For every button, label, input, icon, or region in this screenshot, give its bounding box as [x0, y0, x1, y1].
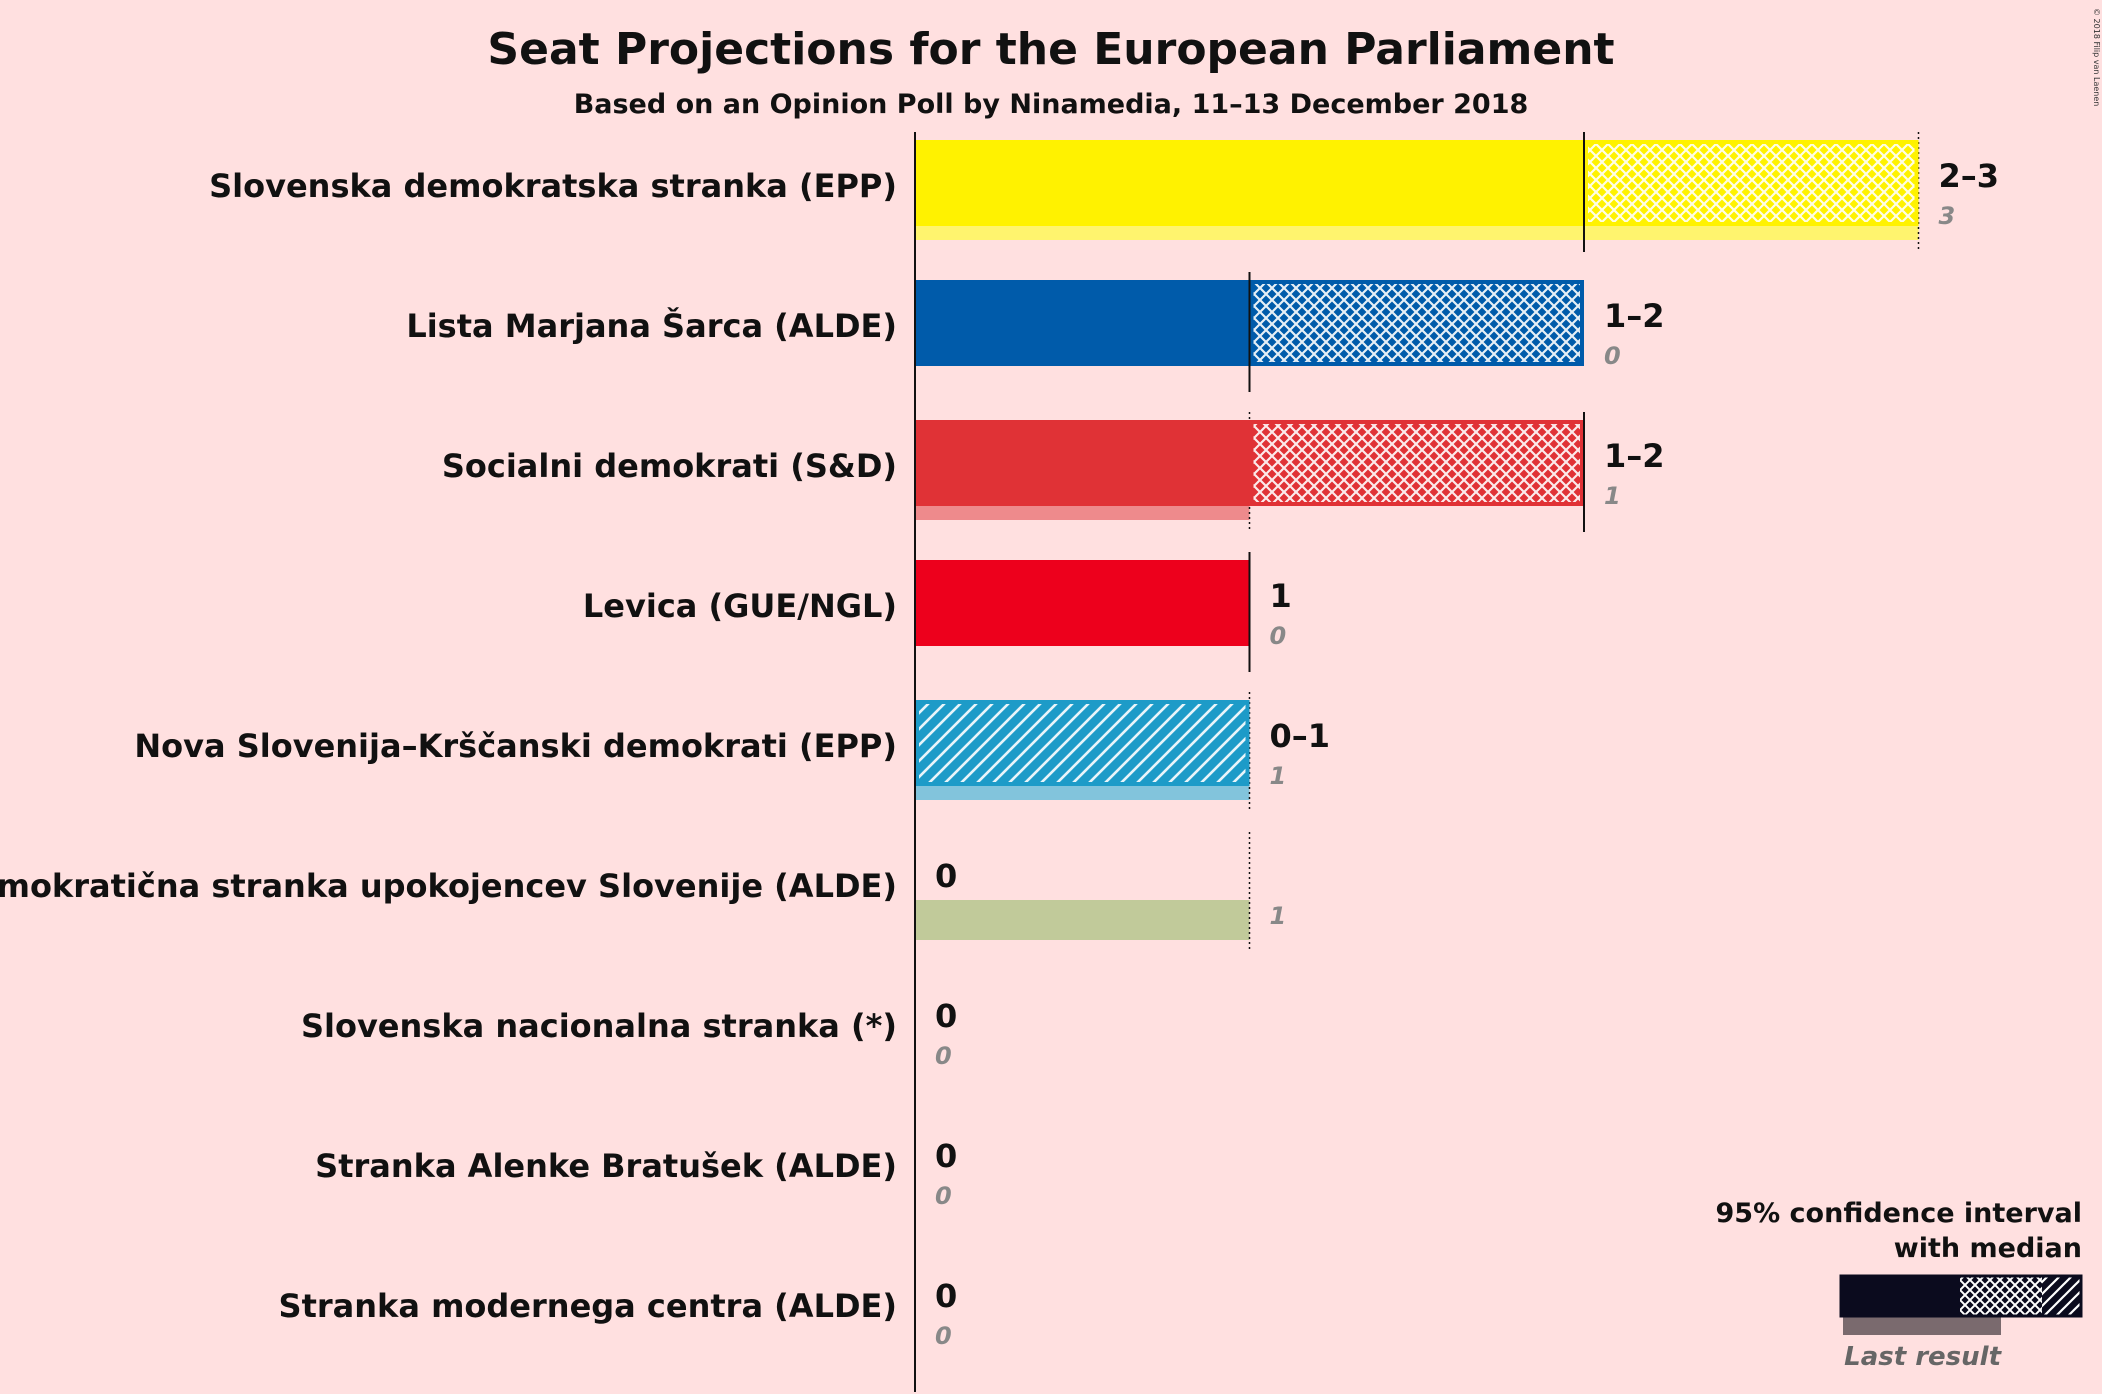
- ci-hatch-overlay: [1249, 420, 1584, 506]
- last-result-label: 0: [935, 1322, 952, 1350]
- party-row: Stranka modernega centra (ALDE) 0 0: [279, 1277, 958, 1350]
- ci-solid-bar: [915, 280, 1250, 366]
- party-row: Nova Slovenija–Krščanski demokrati (EPP)…: [134, 692, 1330, 812]
- party-row: Slovenska demokratska stranka (EPP) 2–3 3: [209, 132, 1999, 252]
- ci-outline: [1249, 420, 1584, 506]
- last-result-label: 1: [1270, 762, 1287, 790]
- ci-outline: [915, 700, 1250, 786]
- legend-outline: [1839, 1274, 2083, 1318]
- party-row: Socialni demokrati (S&D) 1–2 1: [442, 412, 1665, 532]
- party-row: Slovenska nacionalna stranka (*) 0 0: [301, 997, 957, 1070]
- legend-last-result-label: Last result: [1844, 1342, 2002, 1372]
- ci-solid-bar: [915, 140, 1584, 226]
- copyright-note: © 2018 Filip van Laenen: [2092, 8, 2101, 106]
- seat-range-label: 0: [935, 857, 957, 895]
- last-result-label: 0: [1604, 342, 1621, 370]
- party-row: Stranka Alenke Bratušek (ALDE) 0 0: [315, 1137, 957, 1210]
- last-result-label: 0: [1270, 622, 1287, 650]
- last-result-label: 0: [935, 1182, 952, 1210]
- party-name: Levica (GUE/NGL): [583, 587, 897, 625]
- party-name: Socialni demokrati (S&D): [442, 447, 897, 485]
- seat-range-label: 0: [935, 1137, 957, 1175]
- seat-range-label: 0–1: [1270, 717, 1331, 755]
- party-row: Levica (GUE/NGL) 1 0: [583, 552, 1292, 672]
- party-row: Lista Marjana Šarca (ALDE) 1–2 0: [406, 272, 1665, 392]
- legend-title-line1: 95% confidence interval: [1716, 1198, 2082, 1229]
- party-row: Demokratična stranka upokojencev Sloveni…: [0, 832, 1286, 952]
- legend-last-result-bar: [1843, 1313, 2001, 1335]
- party-name: Demokratična stranka upokojencev Sloveni…: [0, 867, 897, 905]
- seat-range-label: 0: [935, 997, 957, 1035]
- party-name: Slovenska nacionalna stranka (*): [301, 1007, 897, 1045]
- last-result-label: 3: [1939, 202, 1956, 230]
- seat-range-label: 1–2: [1604, 297, 1665, 335]
- last-result-label: 0: [935, 1042, 952, 1070]
- ci-outline: [1584, 140, 1919, 226]
- legend-solid-segment: [1840, 1275, 1960, 1317]
- ci-hatch-overlay: [1249, 280, 1584, 366]
- seat-range-label: 1–2: [1604, 437, 1665, 475]
- party-bars: Slovenska demokratska stranka (EPP) 2–3 3 L…: [0, 132, 1999, 1350]
- legend-title-line2: with median: [1894, 1233, 2082, 1264]
- party-name: Slovenska demokratska stranka (EPP): [209, 167, 897, 205]
- legend-diag-hatch: [2042, 1275, 2082, 1317]
- party-name: Stranka Alenke Bratušek (ALDE): [315, 1147, 897, 1185]
- ci-hatch-overlay: [915, 700, 1250, 786]
- party-name: Lista Marjana Šarca (ALDE): [406, 306, 897, 345]
- seat-range-label: 2–3: [1939, 157, 2000, 195]
- legend-cross-hatch: [1960, 1275, 2042, 1317]
- last-result-bar: [915, 900, 1250, 940]
- chart-subtitle: Based on an Opinion Poll by Ninamedia, 1…: [574, 89, 1529, 120]
- seat-range-label: 0: [935, 1277, 957, 1315]
- seat-range-label: 1: [1270, 577, 1292, 615]
- last-result-label: 1: [1270, 902, 1287, 930]
- chart-title: Seat Projections for the European Parlia…: [487, 24, 1614, 75]
- legend: 95% confidence interval with median Last…: [1716, 1198, 2083, 1372]
- ci-solid-bar: [915, 420, 1250, 506]
- ci-outline: [1249, 280, 1584, 366]
- ci-hatch-overlay: [1584, 140, 1919, 226]
- party-name: Stranka modernega centra (ALDE): [279, 1287, 897, 1325]
- party-name: Nova Slovenija–Krščanski demokrati (EPP): [134, 727, 897, 765]
- last-result-label: 1: [1604, 482, 1621, 510]
- ci-solid-bar: [915, 560, 1250, 646]
